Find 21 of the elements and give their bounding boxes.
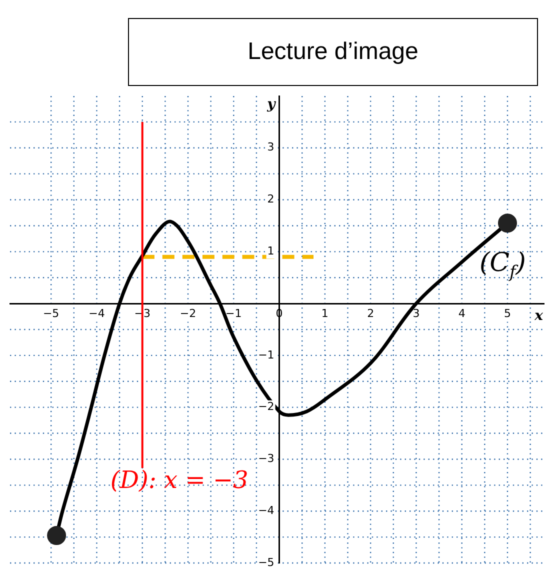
y-tick-label: 1	[267, 244, 274, 258]
x-tick-label: −4	[88, 307, 105, 320]
x-tick-label: 1	[321, 307, 328, 320]
x-tick-label: −5	[42, 307, 60, 320]
y-tick-label: −4	[258, 504, 274, 517]
chart-title: Lecture d’image	[128, 18, 538, 86]
y-tick-label: 3	[267, 140, 274, 154]
ref-line-label: (D): x = −3	[110, 466, 248, 494]
x-tick-label: 3	[412, 307, 420, 320]
x-axis-title: x	[534, 308, 544, 324]
x-tick-label: 5	[504, 307, 511, 320]
x-tick-label: −2	[180, 307, 196, 320]
x-tick-label: −1	[226, 307, 242, 320]
y-tick-label: −3	[258, 452, 274, 466]
y-axis-title: y	[266, 96, 276, 113]
y-tick-label: −2	[258, 400, 274, 414]
x-tick-label: 2	[367, 307, 374, 320]
x-tick-label: 4	[458, 307, 466, 320]
y-tick-label: −1	[258, 348, 274, 362]
y-tick-label: 2	[267, 192, 274, 206]
y-tick-label: −5	[258, 556, 274, 569]
